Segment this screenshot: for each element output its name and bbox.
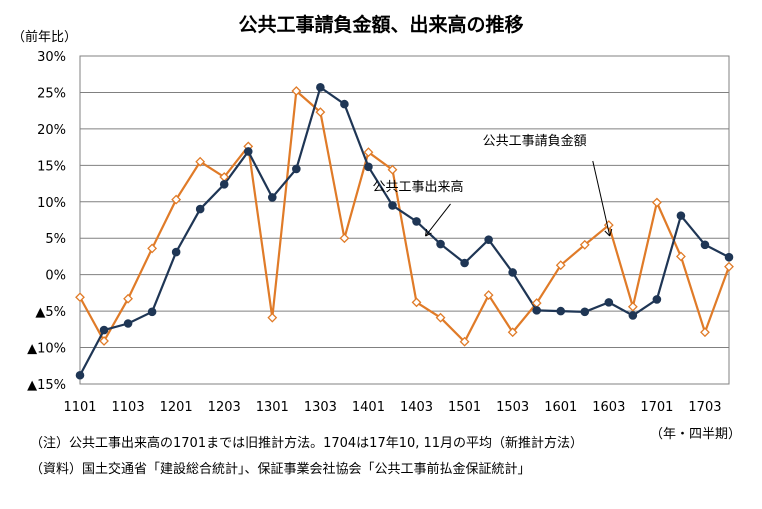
x-tick-label: 1501 [448,400,481,415]
data-point-output [508,268,517,277]
x-tick-label: 1601 [544,400,577,415]
data-point-output [316,83,325,92]
x-tick-label: 1403 [400,400,433,415]
y-axis-ticks: 30% 25% 20% 15% 10% 5% 0% ▲5% ▲10% ▲15% [27,50,66,393]
data-point-output [388,201,397,210]
data-point-output [412,217,421,226]
data-point-output [652,295,662,304]
data-point-output [195,204,205,214]
data-point-output [292,164,301,174]
y-tick-label: 10% [37,196,66,211]
gridlines [79,55,730,385]
data-point-contract-amount [99,336,109,346]
x-tick-label: 1303 [304,400,337,415]
x-tick-label: 1203 [208,400,241,415]
data-point-contract-amount [147,243,158,254]
annotation-arrowhead-contract-amount [604,228,613,237]
x-axis-unit-label: （年・四半期） [650,427,742,442]
data-point-contract-amount [195,156,206,167]
data-point-output [532,306,542,315]
series-line-output [79,85,730,376]
annotation-arrowhead-output [425,228,432,237]
data-point-output [556,306,566,316]
data-point-contract-amount [724,261,734,272]
data-point-contract-amount [123,293,133,304]
data-point-contract-amount [411,297,422,308]
data-point-contract-amount [75,292,85,303]
data-point-contract-amount [555,260,566,271]
footnote-note: （注）公共工事出来高の1701までは旧推計方法。1704は17年10, 11月の… [30,436,584,451]
data-point-contract-amount [483,290,494,300]
x-tick-label: 1703 [688,400,721,415]
data-point-contract-amount [651,197,662,208]
data-point-contract-amount [291,86,302,96]
x-tick-label: 1101 [63,400,96,415]
data-point-contract-amount [339,233,350,244]
data-point-output [340,99,349,109]
data-point-output [604,298,614,307]
x-tick-label: 1603 [592,400,625,415]
footnote-source: （資料）国土交通省「建設総合統計」、保証事業会社協会「公共工事前払金保証統計」 [30,462,531,477]
y-tick-label: 15% [37,159,66,174]
annotation-label-output: 公共工事出来高 [372,179,463,195]
y-tick-label: 20% [37,123,66,138]
data-point-contract-amount [387,164,398,175]
data-point-contract-amount [700,327,710,338]
y-tick-label: 25% [37,86,66,101]
annotation-label-contract-amount: 公共工事請負金額 [483,133,587,149]
data-point-output [676,211,686,220]
data-point-contract-amount [579,239,590,250]
data-point-output [700,240,710,250]
x-tick-label: 1401 [352,400,385,415]
data-point-output [484,235,493,244]
data-point-contract-amount [459,336,470,347]
data-point-contract-amount [507,327,518,338]
data-point-contract-amount [363,147,374,158]
data-point-output [267,193,277,202]
y-tick-label: 30% [37,50,66,65]
data-point-output [724,252,734,262]
data-point-output [219,179,229,189]
x-tick-label: 1301 [256,400,289,415]
data-point-contract-amount [267,312,278,323]
series-line-contract-amount [79,88,731,344]
annotation-arrow-output [425,203,451,237]
data-point-contract-amount [171,194,182,205]
data-point-output [628,311,638,320]
data-point-output [436,239,445,249]
y-axis-unit-label: （前年比） [12,30,78,45]
data-point-output [580,307,590,317]
data-point-output [460,258,469,268]
data-point-output [75,370,85,380]
series-lines [79,85,731,376]
y-tick-label: 0% [45,269,66,284]
x-tick-label: 1103 [112,400,145,415]
data-point-output [364,162,373,172]
y-tick-label: ▲10% [27,342,66,357]
x-tick-label: 1701 [640,400,673,415]
data-point-contract-amount [435,312,446,323]
x-tick-label: 1201 [160,400,193,415]
series-markers [75,83,734,380]
data-point-contract-amount [676,251,686,262]
annotation-arrow-contract-amount [592,160,611,237]
x-axis-ticks: 1101 1103 1201 1203 1301 1303 1401 1403 1501 1503… [63,400,721,415]
data-point-output [123,319,133,328]
y-tick-label: ▲5% [35,305,66,320]
data-point-output [171,247,181,257]
annotations: 公共工事出来高 公共工事請負金額 [372,133,613,237]
y-tick-label: 5% [45,232,66,247]
plot-area [79,55,730,385]
data-point-output [99,325,109,335]
data-point-output [243,147,253,156]
chart-title: 公共工事請負金額、出来高の推移 [238,14,524,36]
y-tick-label: ▲15% [27,378,66,393]
x-tick-label: 1503 [496,400,529,415]
data-point-output [147,307,157,317]
data-point-contract-amount [315,107,326,118]
data-point-contract-amount [627,301,638,312]
